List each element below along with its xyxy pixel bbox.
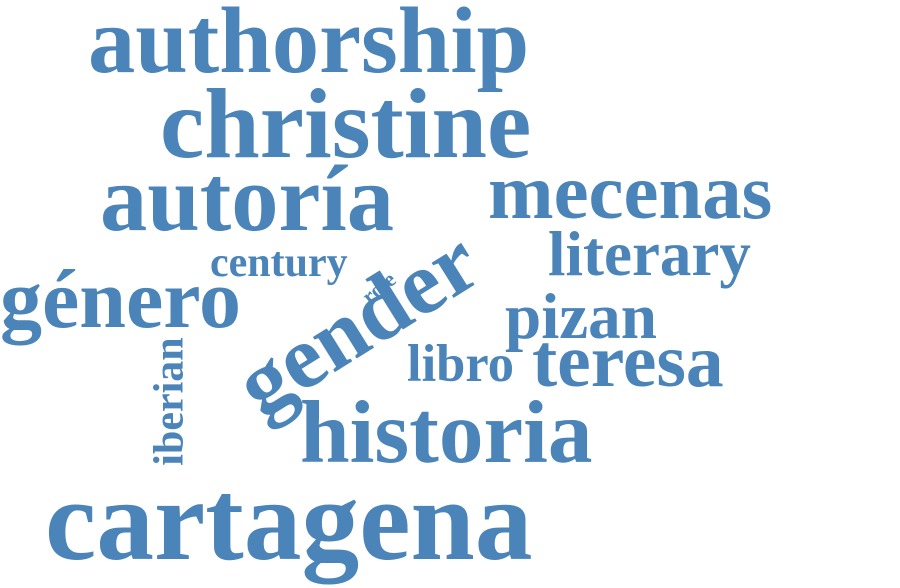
- word-cartagena: cartagena: [45, 463, 533, 579]
- word-iberian: iberian: [148, 338, 190, 466]
- word-autoria: autoría: [100, 152, 394, 247]
- word-literary: literary: [548, 223, 751, 286]
- word-genero: género: [0, 258, 241, 342]
